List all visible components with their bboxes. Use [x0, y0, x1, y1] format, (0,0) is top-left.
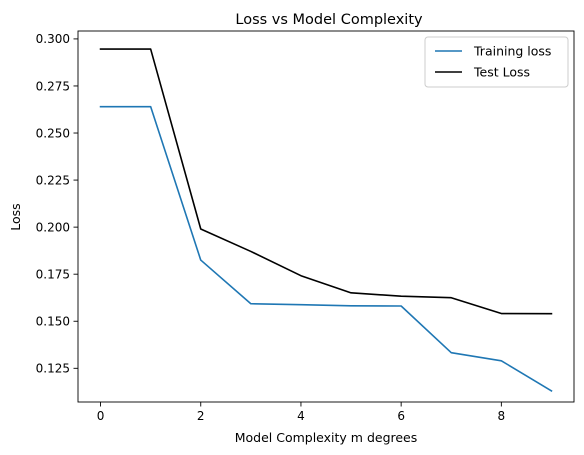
- y-axis-label: Loss: [8, 203, 23, 230]
- axes-frame: [77, 30, 575, 403]
- x-tick-label: 4: [297, 409, 305, 423]
- series-line-training-loss: [99, 105, 553, 392]
- y-tick-label: 0.200: [36, 220, 70, 234]
- y-tick-label: 0.175: [36, 267, 70, 281]
- legend-box: [424, 36, 569, 88]
- plot-area: 0 2 4 6 8 0.125 0.150 0.175 0.200 0.225 0.250 0.275…: [36, 30, 575, 423]
- chart-title: Loss vs Model Complexity: [235, 12, 423, 28]
- legend: Training loss Test Loss: [424, 36, 569, 88]
- x-tick-label: 2: [197, 409, 205, 423]
- y-tick-label: 0.225: [36, 173, 70, 187]
- y-tick-label: 0.150: [36, 315, 70, 329]
- x-tick-label: 0: [97, 409, 105, 423]
- y-tick-label: 0.275: [36, 79, 70, 93]
- x-tick-label: 6: [397, 409, 405, 423]
- y-tick-label: 0.300: [36, 32, 70, 46]
- legend-label-test-loss: Test Loss: [473, 65, 530, 80]
- x-axis-label: Model Complexity m degrees: [235, 430, 418, 445]
- y-tick-label: 0.250: [36, 126, 70, 140]
- legend-label-training-loss: Training loss: [473, 44, 551, 59]
- x-tick-label: 8: [498, 409, 506, 423]
- y-tick-label: 0.125: [36, 362, 70, 376]
- series-line-test-loss: [99, 48, 553, 315]
